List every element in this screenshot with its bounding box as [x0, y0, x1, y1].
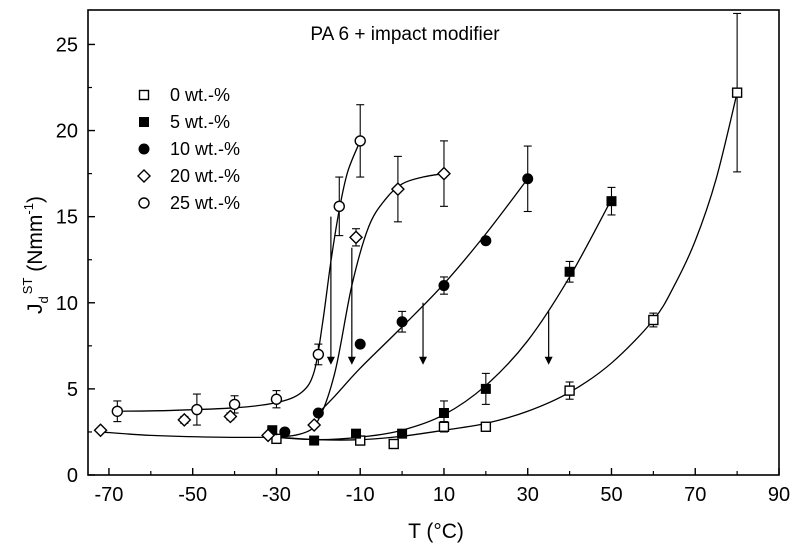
- data-point: [177, 412, 192, 427]
- data-point: [191, 403, 203, 416]
- x-tick-label: -70: [94, 484, 123, 506]
- x-tick-label: 10: [433, 484, 455, 506]
- data-point: [388, 438, 399, 450]
- data-point: [309, 435, 320, 446]
- legend-marker: [139, 117, 149, 127]
- data-point: [648, 314, 659, 326]
- y-axis-title: JdST (Nmm-1): [20, 196, 51, 314]
- fit-curve: [276, 92, 738, 441]
- y-tick-label: 20: [56, 121, 78, 143]
- data-point: [354, 135, 366, 147]
- data-point: [223, 409, 238, 424]
- data-point: [351, 428, 362, 439]
- legend-label: 10 wt.-%: [170, 139, 240, 159]
- data-markers: [93, 87, 743, 450]
- data-point: [480, 421, 492, 432]
- data-point: [438, 408, 449, 418]
- legend-label: 0 wt.-%: [170, 85, 230, 105]
- y-tick-label: 0: [67, 465, 78, 487]
- arrow-head: [326, 356, 335, 365]
- legend-marker: [137, 169, 151, 183]
- fit-curve: [117, 140, 361, 412]
- fit-curve: [100, 172, 445, 439]
- data-point: [354, 338, 366, 350]
- error-bars: [113, 12, 742, 433]
- data-point: [111, 405, 124, 417]
- data-point: [261, 428, 276, 443]
- legend-marker: [138, 143, 150, 155]
- data-point: [564, 385, 575, 396]
- x-tick-label: 50: [600, 484, 622, 506]
- y-tick-label: 10: [56, 293, 78, 315]
- x-tick-label: -30: [262, 484, 291, 506]
- y-tick-label: 5: [67, 379, 78, 401]
- data-point: [93, 423, 108, 438]
- legend: 0 wt.-% 5 wt.-% 10 wt.-% 20 wt.-% 25 wt.-%: [137, 85, 240, 213]
- legend-label: 5 wt.-%: [170, 112, 230, 132]
- chart-title: PA 6 + impact modifier: [310, 24, 500, 45]
- transition-arrows: [326, 216, 553, 365]
- x-tick-label: -50: [178, 484, 207, 506]
- arrow-head: [347, 356, 356, 365]
- y-axis-title-unit: (Nmm: [24, 215, 47, 278]
- x-tick-label: -10: [346, 484, 375, 506]
- x-axis-title: T (°C): [408, 520, 464, 543]
- data-point: [522, 173, 534, 185]
- y-tick-labels: 0 5 10 15 20 25: [56, 34, 78, 487]
- legend-label: 25 wt.-%: [170, 193, 240, 213]
- legend-marker: [138, 89, 150, 101]
- data-point: [312, 407, 324, 419]
- plot-border: [87, 9, 780, 476]
- y-axis-title-main: J: [24, 303, 47, 314]
- data-point: [436, 166, 451, 181]
- y-axis-title-unit-close: ): [24, 196, 47, 203]
- y-tick-label: 15: [56, 207, 78, 229]
- arrow-head: [419, 356, 428, 365]
- data-point: [606, 196, 617, 207]
- x-tick-labels: -70 -50 -30 -10 10 30 50 70 90: [94, 484, 790, 506]
- y-axis-title-sub: d: [36, 296, 51, 303]
- legend-label: 20 wt.-%: [170, 166, 240, 186]
- plot-frame: [87, 9, 780, 476]
- x-tick-label: 70: [684, 484, 706, 506]
- x-tick-label: 90: [768, 484, 790, 506]
- data-point: [228, 398, 241, 411]
- y-axis-title-unit-sup: -1: [21, 203, 36, 215]
- data-point: [279, 426, 291, 438]
- y-axis-title-sup: ST: [20, 278, 35, 295]
- data-point: [270, 393, 283, 405]
- data-point: [438, 280, 450, 292]
- data-point: [480, 235, 492, 247]
- data-point: [480, 383, 491, 394]
- data-point: [312, 348, 325, 361]
- arrow-head: [544, 356, 553, 365]
- data-point: [390, 182, 405, 197]
- data-point: [564, 266, 575, 277]
- data-point: [349, 230, 364, 245]
- data-point: [307, 418, 322, 433]
- data-point: [396, 316, 408, 328]
- axis-ticks: [88, 43, 780, 476]
- y-tick-label: 25: [56, 34, 78, 56]
- data-point: [438, 421, 450, 432]
- data-point: [333, 200, 345, 213]
- legend-marker: [138, 197, 150, 209]
- x-tick-label: 30: [517, 484, 539, 506]
- data-point: [731, 87, 743, 98]
- data-point: [397, 428, 408, 439]
